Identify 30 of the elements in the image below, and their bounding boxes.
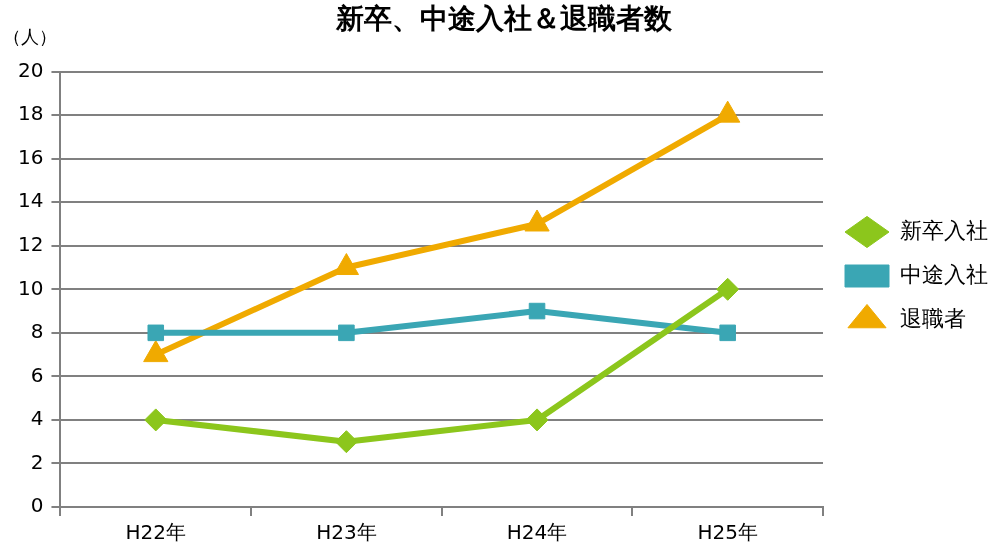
point (147, 324, 165, 342)
y-tick-label: 4 (30, 406, 44, 431)
x-tick-label: H25年 (697, 520, 758, 545)
y-tick-label: 0 (30, 493, 44, 518)
point (719, 324, 736, 342)
y-tick-label: 16 (18, 144, 44, 169)
y-tick-label: 6 (30, 362, 44, 387)
x-tick-label: H24年 (506, 520, 568, 545)
x-tick-label: H22年 (125, 520, 187, 545)
point (528, 302, 546, 320)
legend-label: 新卒入社 (900, 217, 988, 243)
y-tick-label: 8 (30, 319, 44, 344)
point (715, 100, 741, 123)
x-tick-label: H23年 (316, 520, 377, 545)
y-axis-title: （人） (3, 26, 58, 48)
point (338, 324, 355, 342)
legend-label: 退職者 (900, 305, 966, 331)
point (716, 277, 740, 301)
y-tick-label: 12 (18, 231, 44, 256)
y-tick-label: 14 (18, 188, 44, 213)
y-tick-label: 2 (30, 449, 44, 474)
point (144, 408, 168, 432)
point (334, 430, 358, 454)
legend-label: 中途入社 (900, 261, 988, 287)
y-tick-label: 20 (18, 57, 44, 82)
y-tick-label: 18 (18, 101, 44, 126)
point (524, 209, 550, 232)
y-tick-label: 10 (18, 275, 44, 300)
chart-title: 新卒、中途入社＆退職者数 (335, 2, 673, 36)
point (525, 408, 549, 432)
